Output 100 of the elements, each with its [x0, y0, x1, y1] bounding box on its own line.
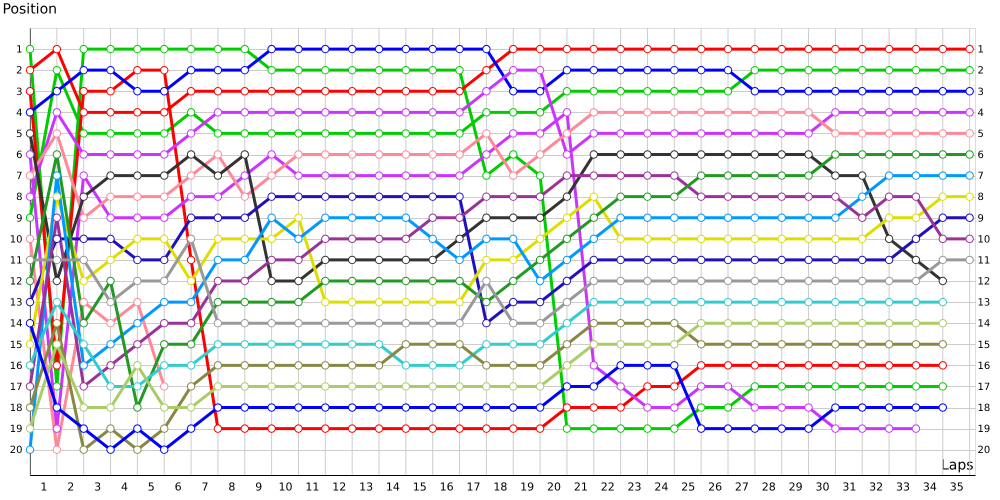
point	[724, 87, 732, 96]
point	[616, 129, 625, 138]
point	[509, 234, 518, 244]
point	[590, 382, 598, 391]
point	[804, 150, 813, 159]
point	[294, 234, 303, 244]
point	[858, 424, 866, 433]
point	[428, 298, 437, 306]
point	[724, 361, 732, 370]
point	[750, 108, 760, 117]
point	[804, 66, 813, 74]
point	[186, 424, 196, 433]
point	[750, 256, 760, 264]
point	[750, 234, 760, 244]
point	[670, 276, 679, 286]
point	[133, 171, 142, 180]
point	[52, 256, 62, 264]
point	[321, 256, 330, 264]
point	[724, 256, 732, 264]
point	[562, 424, 572, 433]
point	[374, 298, 384, 306]
point	[214, 298, 222, 306]
point	[590, 66, 598, 74]
point	[965, 234, 974, 244]
point	[133, 150, 142, 159]
point	[616, 66, 625, 74]
point	[240, 403, 249, 412]
point	[536, 403, 544, 412]
point	[294, 276, 303, 286]
point	[831, 171, 840, 180]
point	[186, 382, 196, 391]
point	[482, 150, 491, 159]
point	[26, 150, 34, 159]
point	[804, 129, 813, 138]
point	[455, 150, 464, 159]
point	[912, 214, 920, 222]
point	[133, 276, 142, 286]
point	[374, 129, 384, 138]
point	[724, 234, 732, 244]
y-tick-label: 9	[16, 213, 22, 224]
point	[79, 129, 88, 138]
point	[321, 361, 330, 370]
point	[52, 44, 62, 54]
x-tick-label: 32	[869, 480, 884, 494]
point	[240, 276, 249, 286]
point	[724, 44, 732, 54]
x-tick-label: 30	[815, 480, 830, 494]
point	[509, 214, 518, 222]
point	[777, 66, 786, 74]
point	[455, 129, 464, 138]
point	[186, 361, 196, 370]
point	[294, 256, 303, 264]
point	[912, 171, 920, 180]
point	[402, 403, 410, 412]
point	[643, 234, 652, 244]
point	[160, 214, 168, 222]
point	[804, 403, 813, 412]
point	[804, 298, 813, 306]
point	[240, 318, 249, 328]
point	[26, 382, 34, 391]
point	[455, 361, 464, 370]
point	[186, 234, 196, 244]
point	[777, 361, 786, 370]
point	[402, 298, 410, 306]
point	[214, 171, 222, 180]
point	[79, 192, 88, 201]
point	[26, 108, 34, 117]
point	[267, 234, 276, 244]
point	[858, 234, 866, 244]
point	[106, 129, 115, 138]
point	[562, 382, 572, 391]
point	[52, 234, 62, 244]
point	[912, 108, 920, 117]
point	[214, 129, 222, 138]
point	[240, 340, 249, 348]
point	[482, 361, 491, 370]
point	[294, 171, 303, 180]
point	[858, 340, 866, 348]
x-tick-label: 18	[493, 480, 508, 494]
point	[858, 403, 866, 412]
point	[26, 192, 34, 201]
point	[777, 150, 786, 159]
point	[777, 298, 786, 306]
y2-tick-label: 5	[978, 128, 984, 140]
point	[428, 66, 437, 74]
point	[696, 298, 706, 306]
point	[590, 214, 598, 222]
y-tick-label: 20	[10, 445, 22, 456]
point	[858, 298, 866, 306]
y-tick-label: 18	[10, 403, 22, 414]
y-tick-label: 4	[16, 108, 22, 119]
point	[536, 192, 544, 201]
point	[26, 234, 34, 244]
point	[670, 256, 679, 264]
point	[402, 276, 410, 286]
point	[26, 276, 34, 286]
point	[374, 234, 384, 244]
point	[294, 298, 303, 306]
point	[912, 256, 920, 264]
point	[912, 361, 920, 370]
